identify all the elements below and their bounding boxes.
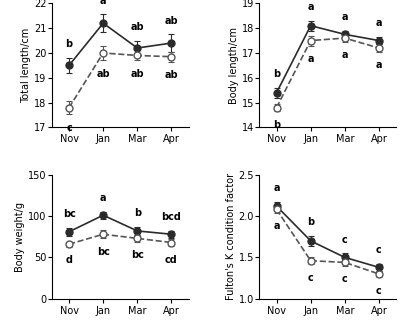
Text: ab: ab (165, 70, 178, 80)
Text: c: c (308, 273, 314, 283)
Y-axis label: Body length/cm: Body length/cm (229, 27, 239, 104)
Text: b: b (273, 120, 280, 130)
Text: a: a (376, 60, 382, 70)
Text: c: c (376, 286, 382, 296)
Text: ab: ab (96, 69, 110, 79)
Text: c: c (342, 235, 348, 245)
Text: a: a (308, 54, 314, 64)
Y-axis label: Total length/cm: Total length/cm (21, 28, 31, 103)
Text: b: b (307, 217, 314, 227)
Y-axis label: Fulton's K condition factor: Fulton's K condition factor (226, 173, 236, 300)
Text: a: a (342, 12, 348, 22)
Text: a: a (100, 0, 106, 6)
Text: b: b (273, 69, 280, 79)
Text: a: a (273, 221, 280, 231)
Text: a: a (342, 50, 348, 60)
Text: c: c (342, 274, 348, 285)
Text: c: c (66, 123, 72, 132)
Text: cd: cd (165, 255, 178, 265)
Text: bc: bc (97, 247, 110, 257)
Text: b: b (134, 208, 141, 218)
Text: ab: ab (130, 69, 144, 79)
Text: bc: bc (63, 209, 76, 219)
Text: d: d (66, 255, 72, 265)
Text: a: a (100, 193, 106, 203)
Text: ab: ab (165, 16, 178, 26)
Text: b: b (66, 39, 73, 49)
Text: bc: bc (131, 250, 144, 260)
Text: a: a (273, 183, 280, 193)
Text: bcd: bcd (162, 212, 181, 222)
Text: a: a (308, 2, 314, 12)
Text: a: a (376, 18, 382, 28)
Text: c: c (376, 245, 382, 255)
Y-axis label: Body weight/g: Body weight/g (15, 202, 25, 272)
Text: ab: ab (130, 22, 144, 32)
